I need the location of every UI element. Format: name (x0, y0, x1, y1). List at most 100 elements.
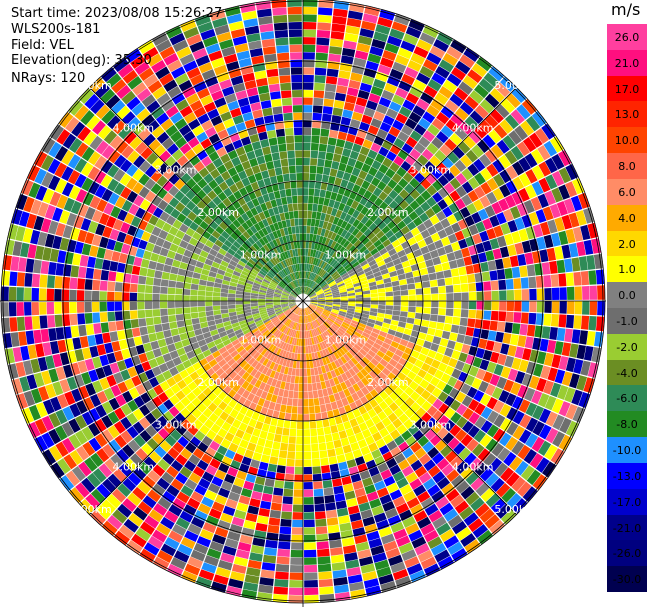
velocity-gate (243, 581, 259, 592)
velocity-gate (300, 323, 302, 331)
velocity-gate (306, 279, 309, 287)
velocity-gate (72, 337, 82, 350)
velocity-gate (382, 433, 394, 445)
velocity-gate (354, 136, 365, 146)
velocity-gate (482, 240, 493, 252)
velocity-gate (378, 164, 389, 175)
velocity-gate (326, 387, 334, 396)
velocity-gate (409, 177, 420, 189)
velocity-gate (114, 311, 123, 321)
velocity-gate (271, 98, 282, 108)
velocity-gate (330, 369, 337, 379)
velocity-gate (379, 330, 388, 338)
velocity-gate (321, 121, 331, 130)
velocity-gate (546, 339, 557, 354)
velocity-gate (432, 516, 447, 529)
velocity-gate (373, 404, 383, 415)
velocity-gate (506, 492, 522, 509)
velocity-gate (529, 453, 544, 469)
velocity-gate (170, 266, 179, 275)
velocity-gate (338, 406, 347, 416)
velocity-gate (169, 273, 178, 281)
velocity-gate (249, 498, 261, 508)
velocity-gate (431, 301, 439, 308)
velocity-gate (516, 141, 531, 157)
velocity-gate (482, 218, 493, 230)
velocity-gate (414, 206, 425, 217)
velocity-gate (345, 253, 354, 261)
velocity-gate (360, 445, 371, 456)
velocity-gate (358, 170, 368, 180)
velocity-gate (304, 286, 307, 294)
velocity-gate (531, 390, 543, 405)
velocity-gate (325, 403, 333, 412)
velocity-gate (432, 410, 444, 422)
velocity-gate (108, 271, 117, 282)
velocity-gate (583, 207, 595, 224)
velocity-gate (312, 383, 318, 391)
velocity-gate (359, 245, 368, 254)
velocity-gate (451, 349, 461, 360)
velocity-gate (291, 89, 303, 98)
velocity-gate (304, 286, 307, 294)
velocity-gate (100, 322, 110, 333)
velocity-gate (439, 338, 449, 347)
velocity-gate (296, 429, 303, 437)
velocity-gate (259, 577, 274, 586)
velocity-gate (597, 301, 605, 316)
velocity-gate (438, 59, 454, 73)
velocity-gate (347, 308, 355, 312)
velocity-gate (312, 273, 317, 281)
velocity-gate (360, 225, 369, 234)
velocity-gate (69, 301, 77, 314)
velocity-gate (190, 283, 199, 290)
velocity-gate (368, 370, 378, 379)
velocity-gate (509, 255, 519, 268)
velocity-gate (308, 241, 313, 249)
velocity-gate (518, 172, 531, 187)
velocity-gate (408, 335, 418, 344)
velocity-gate (131, 327, 141, 338)
velocity-gate (552, 414, 565, 431)
velocity-gate (429, 376, 440, 387)
velocity-gate (378, 301, 386, 305)
velocity-gate (348, 349, 357, 357)
velocity-gate (370, 545, 385, 556)
velocity-gate (46, 288, 55, 301)
velocity-gate (333, 262, 340, 269)
velocity-gate (130, 274, 139, 284)
velocity-gate (318, 397, 325, 405)
velocity-gate (365, 60, 379, 71)
velocity-gate (451, 368, 462, 380)
velocity-gate (321, 465, 331, 474)
velocity-gate (312, 312, 318, 319)
velocity-gate (133, 256, 143, 267)
velocity-gate (582, 301, 590, 315)
velocity-gate (255, 77, 268, 87)
velocity-gate (496, 376, 508, 390)
velocity-gate (398, 459, 410, 471)
velocity-gate (496, 139, 510, 154)
velocity-gate (372, 342, 382, 350)
velocity-gate (359, 146, 370, 156)
velocity-gate (268, 517, 281, 526)
velocity-gate (558, 230, 569, 245)
velocity-gate (276, 395, 283, 405)
velocity-gate (385, 423, 396, 434)
velocity-gate (480, 329, 490, 340)
velocity-gate (392, 61, 407, 73)
velocity-gate (257, 85, 270, 95)
velocity-gate (138, 275, 147, 285)
velocity-gate (461, 395, 473, 408)
velocity-gate (340, 302, 348, 306)
velocity-gate (314, 309, 322, 315)
velocity-gate (437, 556, 454, 570)
velocity-gate (493, 124, 508, 139)
velocity-gate (298, 210, 303, 219)
velocity-gate (342, 260, 350, 268)
velocity-gate (344, 222, 352, 232)
velocity-gate (322, 388, 329, 397)
velocity-gate (445, 450, 458, 463)
velocity-gate (303, 308, 306, 316)
velocity-gate (329, 284, 338, 289)
